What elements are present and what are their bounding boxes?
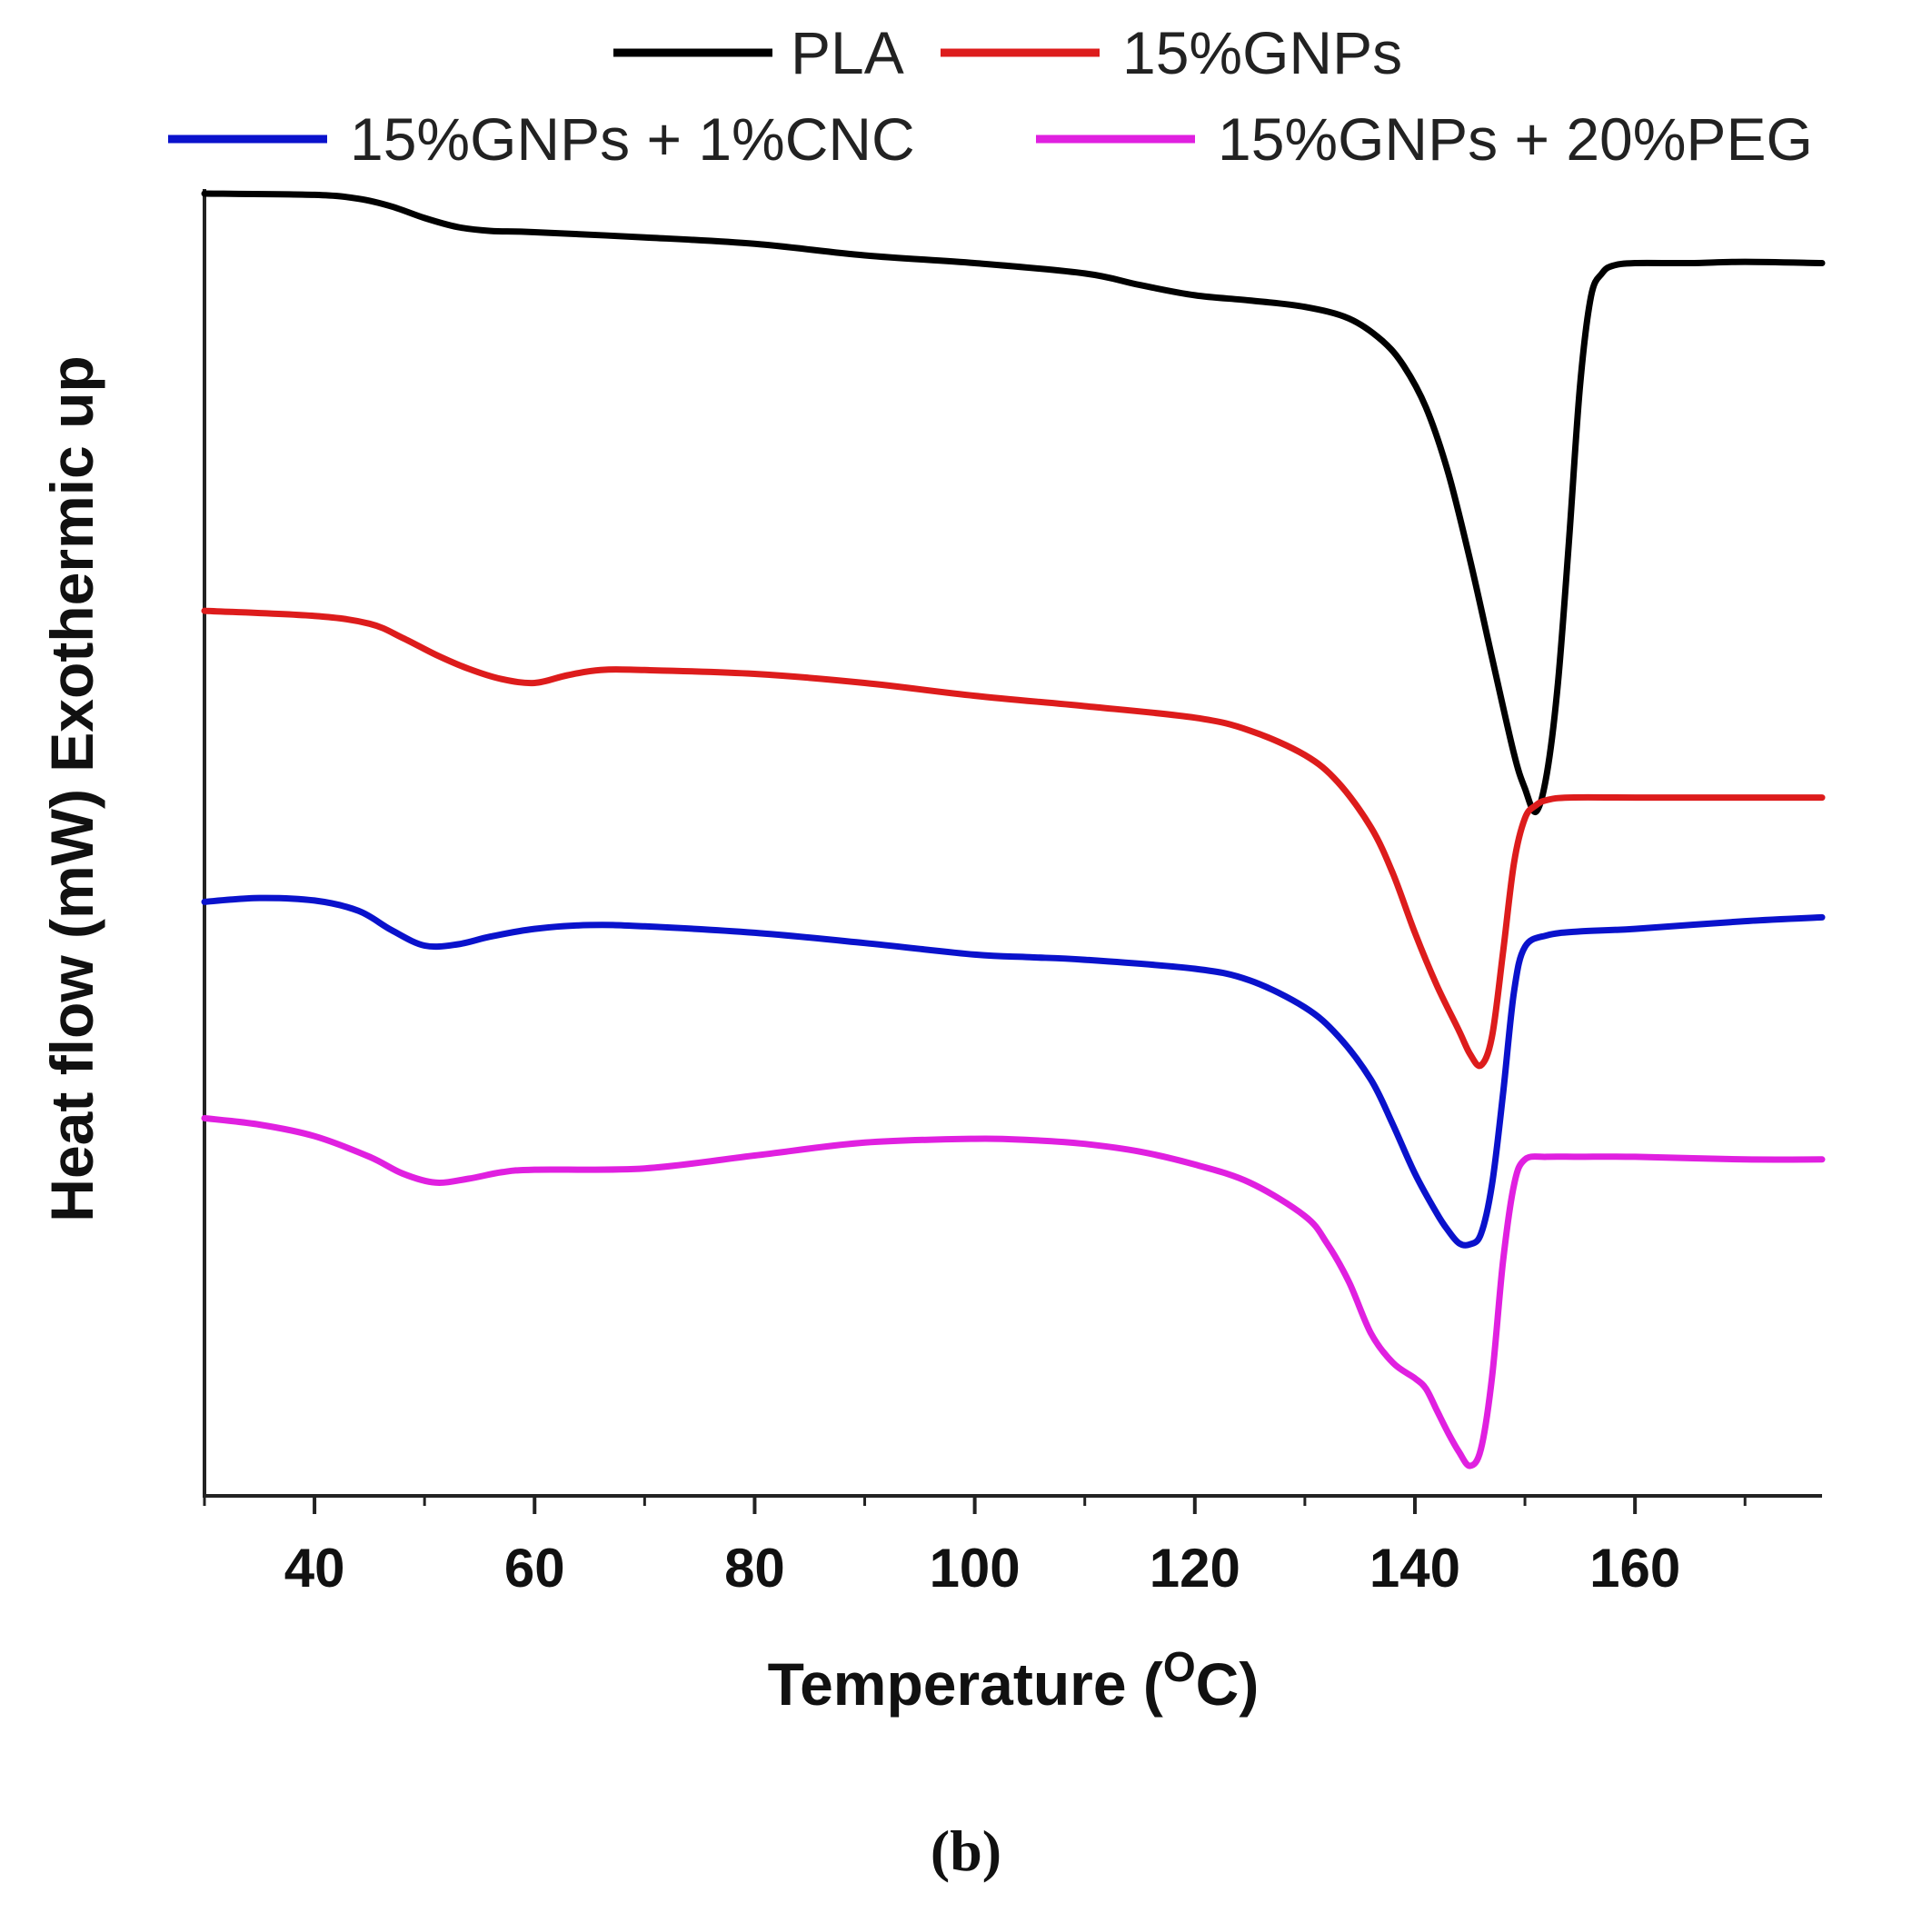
series-line-15gnps-20peg [201,1114,1826,1470]
x-axis-unit-celsius: C) [1196,1650,1260,1718]
panel-label: (b) [931,1818,1001,1883]
x-axis-title: Temperature (OC) [768,1643,1260,1718]
legend: PLA 15%GNPs 15%GNPs + 1%CNC 15%GNPs + 20… [168,19,1813,173]
x-axis-title-text: Temperature [768,1650,1127,1718]
x-tick-label-60: 60 [504,1538,565,1599]
y-axis-title: Heat flow (mW) Exothermic up [38,355,105,1221]
series-line-15gnps [201,607,1826,1070]
legend-label-15gnps: 15%GNPs [1122,19,1402,86]
x-axis-unit-open: ( [1143,1650,1163,1718]
legend-label-15gnps-20peg: 15%GNPs + 20%PEG [1218,105,1813,173]
legend-label-pla: PLA [791,19,904,86]
x-tick-label-80: 80 [724,1538,785,1599]
series-line-pla [201,190,1826,815]
series-line-15gnps-1cnc [201,894,1826,1249]
x-axis-unit-degree: O [1163,1643,1196,1690]
x-tick-label-40: 40 [284,1538,345,1599]
x-axis-ticks: 40 60 80 100 120 140 160 [203,1496,1747,1599]
x-tick-label-100: 100 [930,1538,1021,1599]
legend-label-15gnps-1cnc: 15%GNPs + 1%CNC [350,105,915,173]
x-tick-label-160: 160 [1589,1538,1680,1599]
x-tick-label-120: 120 [1150,1538,1240,1599]
series-lines [201,190,1826,1470]
x-tick-label-140: 140 [1369,1538,1460,1599]
